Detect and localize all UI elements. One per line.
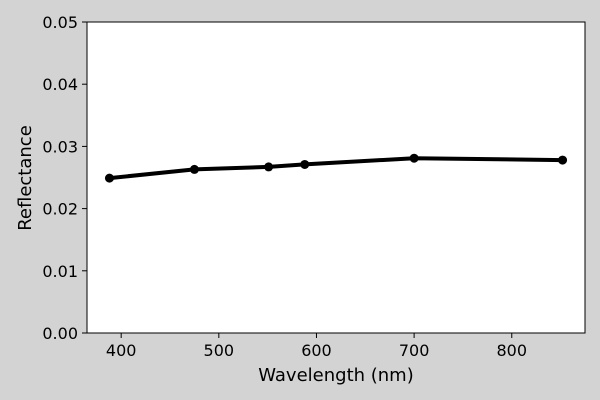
plot-area [87,22,585,333]
x-axis-label: Wavelength (nm) [258,365,414,386]
data-point [409,153,419,163]
y-axis-label: Reflectance [15,125,36,231]
x-tick-label: 400 [106,341,137,360]
y-axis-ticks: 0.00 0.01 0.02 0.03 0.04 0.05 [42,13,87,343]
data-point [300,159,310,169]
data-point [104,173,114,183]
y-tick-label: 0.04 [42,75,78,94]
data-point [264,162,274,172]
x-tick-label: 500 [204,341,235,360]
data-point [189,164,199,174]
y-tick-label: 0.01 [42,262,78,281]
y-tick-label: 0.05 [42,13,78,32]
x-tick-label: 700 [399,341,430,360]
y-tick-label: 0.03 [42,137,78,156]
x-tick-label: 800 [496,341,527,360]
series-line [107,156,565,181]
plot-frame [86,21,586,334]
data-point [558,155,568,165]
x-axis-ticks: 400 500 600 700 800 [106,333,527,360]
x-tick-label: 600 [301,341,332,360]
y-tick-label: 0.00 [42,324,78,343]
series-layer [104,153,568,183]
y-tick-label: 0.02 [42,200,78,219]
